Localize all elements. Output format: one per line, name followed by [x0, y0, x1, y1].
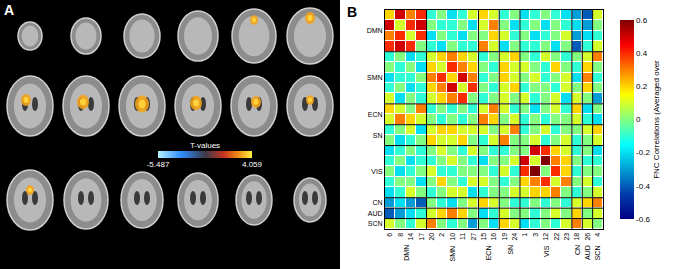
svg-text:DMN: DMN [403, 245, 410, 261]
svg-text:VIS: VIS [543, 245, 550, 257]
svg-text:26: 26 [584, 233, 591, 241]
svg-text:23: 23 [563, 233, 570, 241]
svg-text:4: 4 [594, 233, 601, 237]
svg-text:SN: SN [507, 245, 514, 255]
svg-text:-0.4: -0.4 [636, 182, 650, 191]
svg-text:1: 1 [521, 233, 528, 237]
svg-text:18: 18 [573, 233, 580, 241]
svg-text:AUD: AUD [584, 245, 591, 260]
svg-text:T-values: T-values [190, 141, 220, 150]
svg-text:14: 14 [407, 233, 414, 241]
svg-text:6: 6 [386, 233, 393, 237]
svg-text:12: 12 [542, 233, 549, 241]
svg-text:A: A [4, 2, 14, 18]
svg-text:DMN: DMN [367, 27, 383, 34]
svg-text:16: 16 [490, 233, 497, 241]
svg-text:24: 24 [511, 233, 518, 241]
svg-text:10: 10 [449, 233, 456, 241]
svg-text:CN: CN [574, 245, 581, 255]
svg-text:3: 3 [532, 233, 539, 237]
svg-text:0.2: 0.2 [636, 82, 648, 91]
svg-text:AUD: AUD [368, 210, 383, 217]
svg-text:-5.487: -5.487 [147, 160, 170, 169]
svg-text:19: 19 [501, 233, 508, 241]
svg-text:ECN: ECN [485, 246, 492, 261]
svg-text:SN: SN [373, 132, 383, 139]
svg-text:B: B [347, 4, 357, 20]
svg-text:SCN: SCN [594, 246, 601, 261]
svg-text:15: 15 [480, 233, 487, 241]
svg-text:SMN: SMN [367, 74, 383, 81]
svg-text:2: 2 [438, 233, 445, 237]
svg-text:ECN: ECN [368, 111, 383, 118]
svg-text:FNC Correlations (Averaged ove: FNC Correlations (Averaged over [652, 60, 661, 179]
svg-text:20: 20 [428, 233, 435, 241]
svg-text:-0.6: -0.6 [636, 215, 650, 224]
svg-text:8: 8 [397, 233, 404, 237]
svg-text:0: 0 [636, 115, 641, 124]
svg-text:4.059: 4.059 [242, 160, 263, 169]
svg-text:SCN: SCN [368, 220, 383, 227]
svg-text:11: 11 [459, 233, 466, 240]
svg-text:17: 17 [418, 233, 425, 241]
svg-text:27: 27 [470, 233, 477, 241]
svg-text:VIS: VIS [371, 168, 383, 175]
svg-text:SMN: SMN [449, 246, 456, 262]
svg-text:-0.2: -0.2 [636, 148, 650, 157]
svg-text:0.4: 0.4 [636, 49, 648, 58]
svg-text:CN: CN [372, 199, 382, 206]
svg-text:22: 22 [553, 233, 560, 241]
svg-text:0.6: 0.6 [636, 16, 648, 25]
